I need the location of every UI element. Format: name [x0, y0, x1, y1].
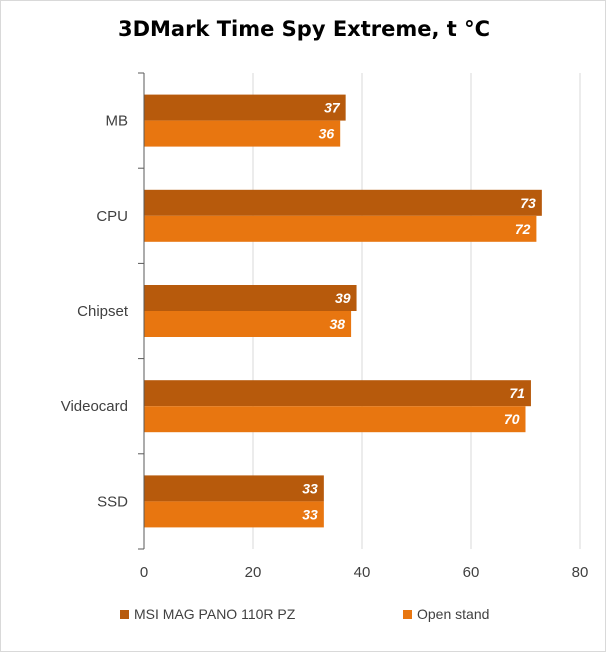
bar-mb-series-1 [144, 120, 341, 147]
category-label-3: Videocard [61, 398, 128, 415]
x-tick-label-0: 0 [140, 564, 148, 581]
data-label-mb-series-1: 36 [319, 126, 335, 142]
data-label-videocard-series-1: 70 [504, 411, 520, 427]
legend-label-0: MSI MAG PANO 110R PZ [134, 606, 296, 622]
bar-cpu-series-1 [144, 215, 537, 242]
category-label-4: SSD [97, 493, 128, 510]
legend-label-1: Open stand [417, 606, 489, 622]
data-label-chipset-series-1: 38 [330, 316, 346, 332]
data-label-ssd-series-1: 33 [302, 506, 318, 522]
legend: MSI MAG PANO 110R PZ Open stand [120, 606, 489, 622]
data-label-cpu-series-1: 72 [515, 221, 531, 237]
axis-layer: 0 20 40 60 80 MB CPU Chipset Videocard SSD [61, 72, 589, 581]
x-tick-label-2: 40 [354, 564, 371, 581]
bar-videocard-series-0 [144, 380, 531, 407]
bars-layer: 37 36 73 72 39 38 71 70 33 33 [144, 94, 542, 528]
legend-swatch-0 [120, 610, 129, 619]
data-label-videocard-series-0: 71 [509, 385, 525, 401]
bar-chipset-series-0 [144, 285, 357, 311]
legend-swatch-1 [403, 610, 412, 619]
bar-chipset-series-1 [144, 311, 352, 337]
x-tick-label-4: 80 [572, 564, 589, 581]
x-tick-label-1: 20 [245, 564, 262, 581]
chart-title: 3DMark Time Spy Extreme, t °C [118, 17, 490, 41]
x-tick-label-3: 60 [463, 564, 480, 581]
data-label-ssd-series-0: 33 [302, 480, 318, 496]
data-label-mb-series-0: 37 [324, 100, 341, 116]
category-label-1: CPU [96, 208, 128, 225]
data-label-cpu-series-0: 73 [520, 195, 536, 211]
bar-cpu-series-0 [144, 189, 542, 216]
bar-mb-series-0 [144, 94, 346, 121]
category-label-2: Chipset [77, 303, 129, 320]
category-label-0: MB [106, 113, 129, 130]
data-label-chipset-series-0: 39 [335, 290, 351, 306]
bar-videocard-series-1 [144, 406, 526, 433]
bar-ssd-series-0 [144, 475, 324, 502]
bar-ssd-series-1 [144, 501, 324, 528]
